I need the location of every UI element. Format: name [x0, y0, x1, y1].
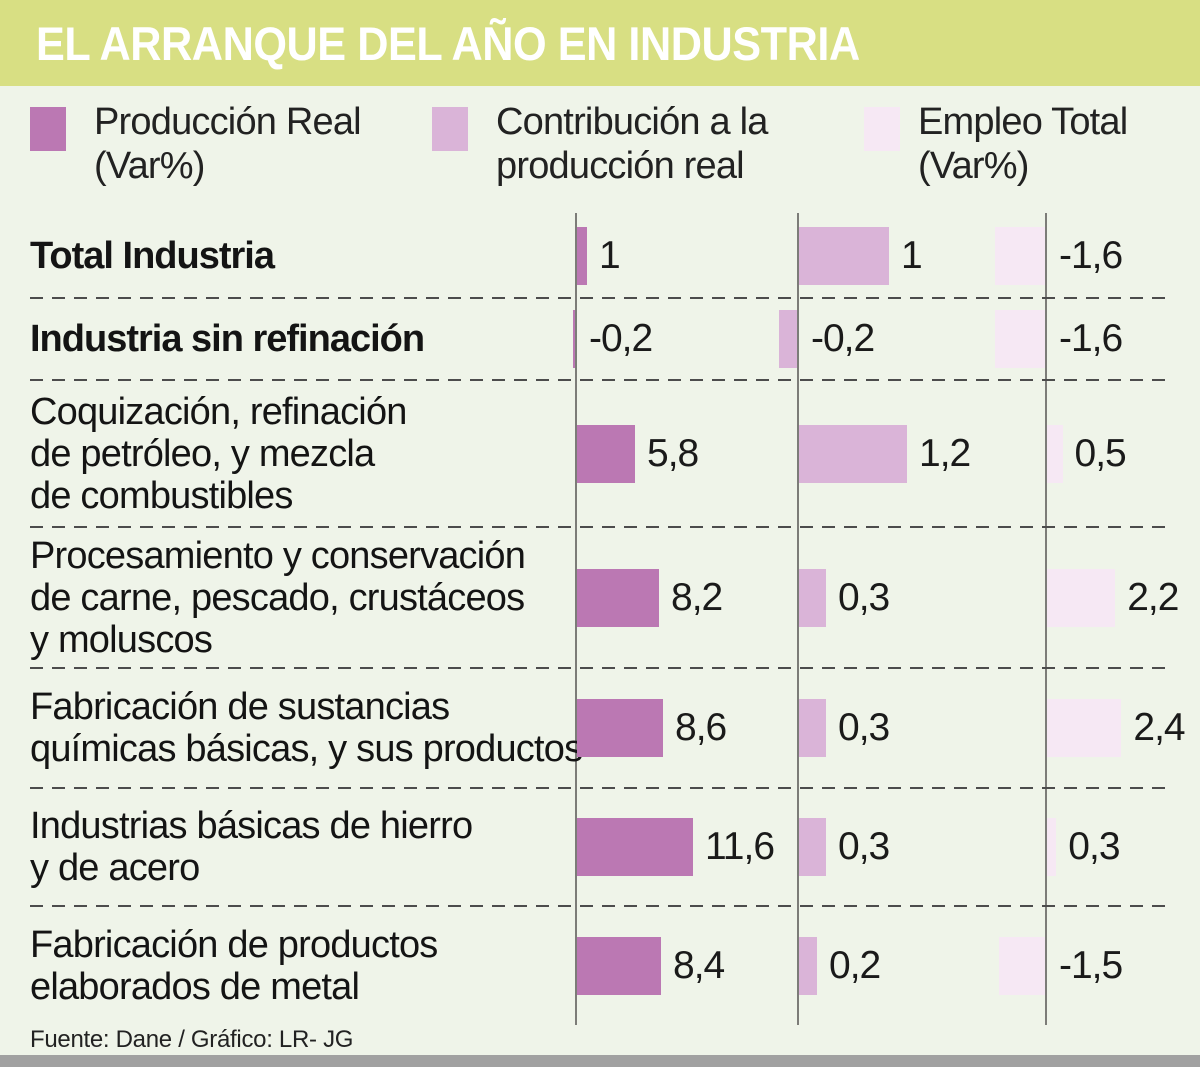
- category-label-line: Fabricación de sustancias: [30, 686, 582, 728]
- bottom-strip: [0, 1055, 1200, 1067]
- value-label-contribucion: 1,2: [919, 380, 970, 527]
- bar-empleo-total: [1047, 569, 1115, 627]
- bar-contribucion: [799, 818, 826, 876]
- chart-row: Total Industria 1 1 -1,6: [0, 213, 1200, 298]
- value-label-contribucion: -0,2: [811, 298, 874, 380]
- category-label-line: químicas básicas, y sus productos: [30, 728, 582, 770]
- value-label-contribucion: 0,2: [829, 906, 880, 1025]
- category-label-line: Fabricación de productos: [30, 924, 437, 966]
- value-label-produccion-real: -0,2: [589, 298, 652, 380]
- category-label-line: Total Industria: [30, 235, 274, 277]
- value-label-empleo-total: -1,6: [1059, 298, 1122, 380]
- value-label-empleo-total: 2,2: [1127, 527, 1178, 668]
- category-label: Fabricación de sustanciasquímicas básica…: [30, 668, 582, 788]
- chart-row: Fabricación de productoselaborados de me…: [0, 906, 1200, 1025]
- chart-row: Procesamiento y conservaciónde carne, pe…: [0, 527, 1200, 668]
- value-label-empleo-total: -1,6: [1059, 213, 1122, 298]
- page-title: EL ARRANQUE DEL AÑO EN INDUSTRIA: [36, 16, 860, 71]
- bar-empleo-total: [999, 937, 1046, 995]
- bar-contribucion: [779, 310, 797, 368]
- value-label-contribucion: 0,3: [838, 527, 889, 668]
- category-label: Procesamiento y conservaciónde carne, pe…: [30, 527, 525, 668]
- value-label-contribucion: 0,3: [838, 788, 889, 906]
- bar-produccion-real: [577, 569, 659, 627]
- chart-row: Industrias básicas de hierroy de acero 11…: [0, 788, 1200, 906]
- source-credit: Fuente: Dane / Gráfico: LR- JG: [30, 1026, 353, 1054]
- value-label-produccion-real: 8,2: [671, 527, 722, 668]
- value-label-empleo-total: -1,5: [1059, 906, 1122, 1025]
- bar-produccion-real: [573, 310, 575, 368]
- bar-contribucion: [799, 227, 889, 285]
- category-label-line: de petróleo, y mezcla: [30, 433, 407, 475]
- category-label: Fabricación de productoselaborados de me…: [30, 906, 437, 1025]
- legend-label-produccion-real: Producción Real (Var%): [94, 100, 361, 188]
- bar-produccion-real: [577, 425, 635, 483]
- chart-area: Total Industria11-1,6Industria sin refin…: [0, 213, 1200, 1025]
- value-label-contribucion: 0,3: [838, 668, 889, 788]
- value-label-produccion-real: 5,8: [647, 380, 698, 527]
- category-label-line: y de acero: [30, 847, 472, 889]
- legend-text-line: Contribución a la: [496, 101, 768, 143]
- value-label-produccion-real: 8,6: [675, 668, 726, 788]
- value-label-produccion-real: 1: [599, 213, 620, 298]
- category-label: Industria sin refinación: [30, 298, 424, 380]
- value-label-empleo-total: 0,5: [1075, 380, 1126, 527]
- category-label: Coquización, refinaciónde petróleo, y me…: [30, 380, 407, 527]
- bar-empleo-total: [995, 310, 1045, 368]
- legend-label-empleo-total: Empleo Total (Var%): [918, 100, 1127, 188]
- chart-row: Coquización, refinaciónde petróleo, y me…: [0, 380, 1200, 527]
- legend-label-contribucion: Contribución a la producción real: [496, 100, 768, 188]
- bar-produccion-real: [577, 818, 693, 876]
- legend-text-line: (Var%): [918, 145, 1029, 187]
- category-label: Total Industria: [30, 213, 274, 298]
- bar-empleo-total: [995, 227, 1045, 285]
- category-label-line: de combustibles: [30, 475, 407, 517]
- chart-row: Fabricación de sustanciasquímicas básica…: [0, 668, 1200, 788]
- value-label-produccion-real: 11,6: [705, 788, 774, 906]
- title-banner: EL ARRANQUE DEL AÑO EN INDUSTRIA: [0, 0, 1200, 86]
- category-label-line: elaborados de metal: [30, 966, 437, 1008]
- bar-contribucion: [799, 569, 826, 627]
- legend-text-line: Producción Real: [94, 101, 361, 143]
- bar-empleo-total: [1047, 818, 1056, 876]
- legend-swatch-produccion-real: [30, 107, 66, 151]
- bar-produccion-real: [577, 937, 661, 995]
- infographic-page: EL ARRANQUE DEL AÑO EN INDUSTRIA Producc…: [0, 0, 1200, 1067]
- legend-text-line: (Var%): [94, 145, 205, 187]
- legend-text-line: Empleo Total: [918, 101, 1127, 143]
- bar-produccion-real: [577, 227, 587, 285]
- category-label-line: de carne, pescado, crustáceos: [30, 577, 525, 619]
- value-label-empleo-total: 0,3: [1068, 788, 1119, 906]
- value-label-produccion-real: 8,4: [673, 906, 724, 1025]
- bar-contribucion: [799, 937, 817, 995]
- bar-empleo-total: [1047, 699, 1121, 757]
- bar-contribucion: [799, 425, 907, 483]
- bar-produccion-real: [577, 699, 663, 757]
- category-label: Industrias básicas de hierroy de acero: [30, 788, 472, 906]
- value-label-empleo-total: 2,4: [1133, 668, 1184, 788]
- category-label-line: Industria sin refinación: [30, 318, 424, 360]
- value-label-contribucion: 1: [901, 213, 922, 298]
- bar-empleo-total: [1047, 425, 1063, 483]
- legend-swatch-contribucion: [432, 107, 468, 151]
- category-label-line: Procesamiento y conservación: [30, 535, 525, 577]
- bar-contribucion: [799, 699, 826, 757]
- chart-row: Industria sin refinación -0,2 -0,2 -1,6: [0, 298, 1200, 380]
- category-label-line: Industrias básicas de hierro: [30, 805, 472, 847]
- category-label-line: y moluscos: [30, 619, 525, 661]
- legend-swatch-empleo-total: [864, 107, 900, 151]
- legend-text-line: producción real: [496, 145, 744, 187]
- category-label-line: Coquización, refinación: [30, 391, 407, 433]
